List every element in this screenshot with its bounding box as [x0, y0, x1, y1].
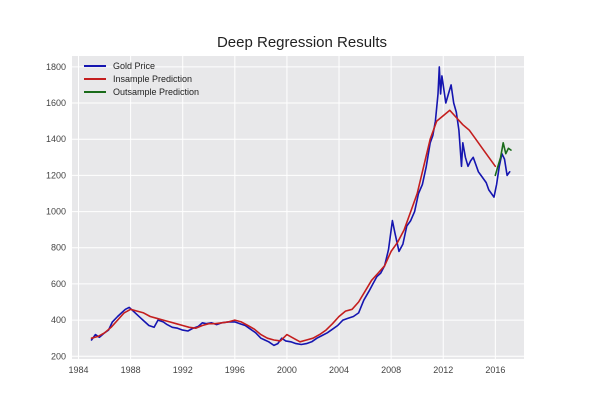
grid	[72, 56, 524, 359]
series-line-outsample-prediction	[494, 142, 512, 177]
axis-ticks: 1984 1988 1992 1996 2000 2004 2008 2012 2016 200 4…	[46, 62, 505, 375]
x-tick-label: 2012	[433, 365, 453, 375]
chart-title: Deep Regression Results	[217, 34, 387, 51]
legend-label-gold-price: Gold Price	[113, 61, 155, 71]
y-tick-label: 600	[51, 279, 66, 289]
y-tick-label: 400	[51, 315, 66, 325]
y-tick-label: 800	[51, 243, 66, 253]
x-tick-label: 1984	[68, 365, 88, 375]
x-tick-label: 2000	[277, 365, 297, 375]
y-tick-label: 1200	[46, 170, 66, 180]
series-line-gold-price	[90, 66, 511, 347]
y-tick-label: 200	[51, 351, 66, 361]
y-tick-label: 1000	[46, 207, 66, 217]
series-line-insample-prediction	[90, 109, 497, 343]
y-tick-label: 1400	[46, 134, 66, 144]
y-tick-label: 1800	[46, 62, 66, 72]
legend-label-insample-prediction: Insample Prediction	[113, 74, 192, 84]
legend: Gold Price Insample Prediction Outsample P…	[84, 61, 199, 97]
x-tick-label: 1992	[173, 365, 193, 375]
legend-label-outsample-prediction: Outsample Prediction	[113, 87, 199, 97]
series-lines	[90, 66, 512, 347]
x-tick-label: 2004	[329, 365, 349, 375]
x-tick-label: 1988	[121, 365, 141, 375]
x-tick-label: 2016	[485, 365, 505, 375]
x-tick-label: 1996	[225, 365, 245, 375]
y-tick-label: 1600	[46, 98, 66, 108]
plot-area	[72, 56, 524, 359]
x-tick-label: 2008	[381, 365, 401, 375]
